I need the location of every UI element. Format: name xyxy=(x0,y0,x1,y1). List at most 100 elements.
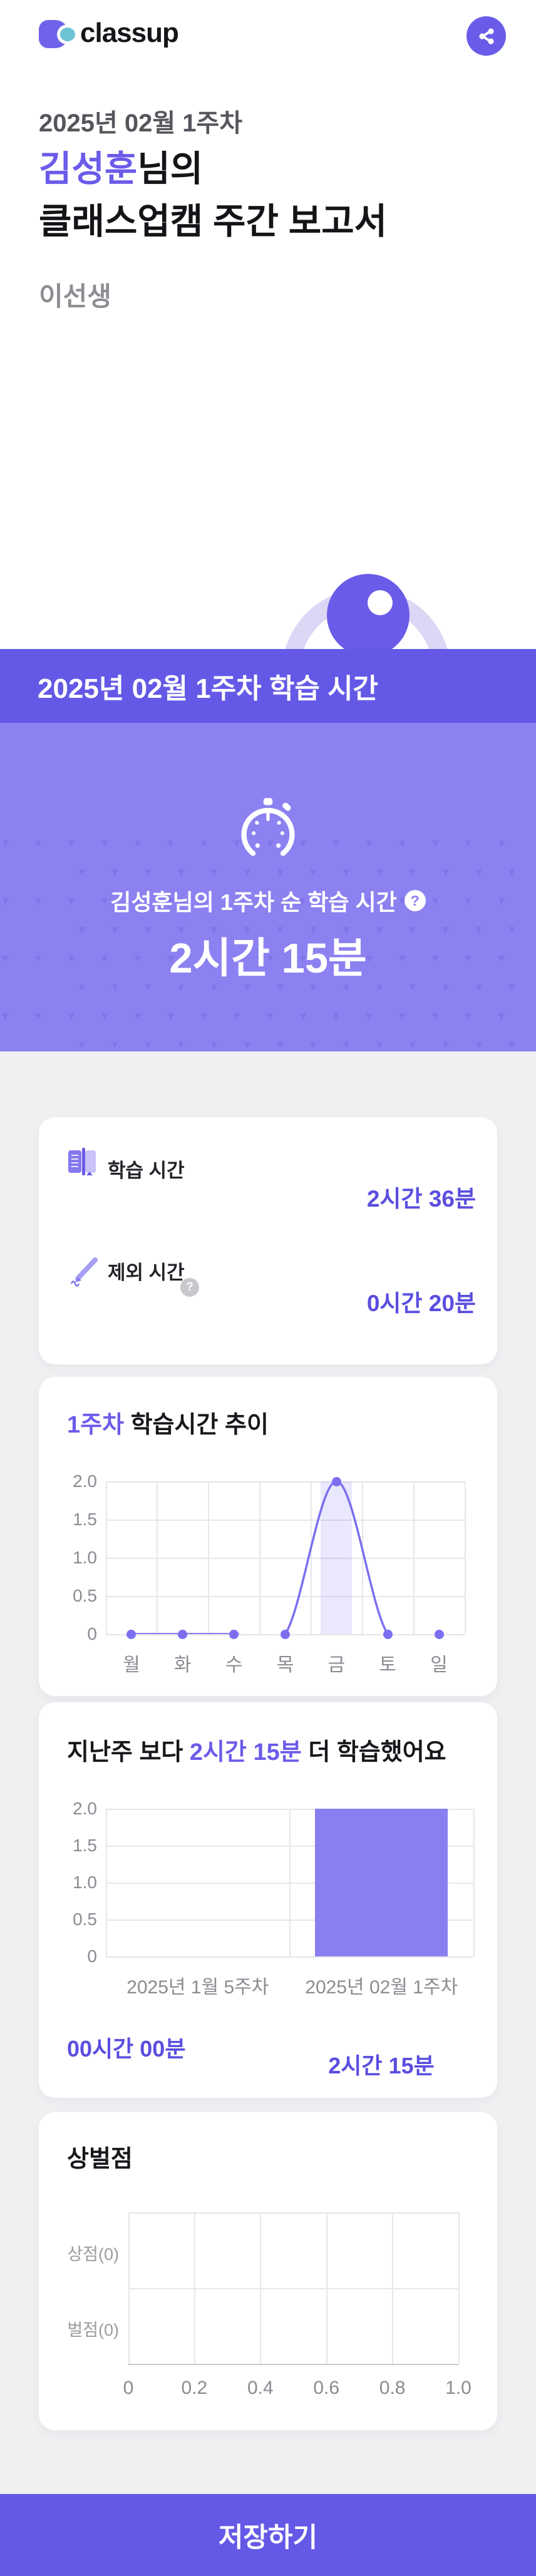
stopwatch-icon xyxy=(235,796,301,861)
row-label: 상점(0) xyxy=(67,2244,119,2264)
row-label: 벌점(0) xyxy=(67,2320,119,2339)
compare-title-suffix: 더 학습했어요 xyxy=(301,1739,446,1766)
banner-title: 2025년 02월 1주차 학습 시간 xyxy=(38,673,379,704)
eye-highlight xyxy=(368,590,393,615)
x-tick-label: 1.0 xyxy=(445,2378,472,2398)
gridline-v xyxy=(259,1481,261,1634)
gridline-v xyxy=(310,1481,312,1634)
compare-title: 지난주 보다 2시간 15분 더 학습했어요 xyxy=(67,1732,446,1767)
gridline-v xyxy=(289,1809,291,1956)
report-title: 김성훈님의 클래스업캠 주간 보고서 xyxy=(39,143,387,248)
summary-row-value: 2시간 36분 xyxy=(366,1186,476,1212)
x-axis-label: 2025년 1월 5주차 xyxy=(126,1977,269,1998)
x-tick-label: 0.8 xyxy=(379,2378,406,2398)
summary-row-label: 학습 시간 xyxy=(108,1160,185,1182)
summary-row-label: 제외 시간 xyxy=(108,1262,185,1284)
help-icon[interactable]: ? xyxy=(404,890,426,911)
x-axis-label: 일 xyxy=(430,1655,448,1675)
gridline-v xyxy=(464,1481,466,1634)
gridline-v xyxy=(458,2212,460,2364)
y-tick-label: 1.5 xyxy=(73,1836,97,1855)
hero-subtitle: 김성훈님의 1주차 순 학습 시간 xyxy=(110,889,397,915)
data-point xyxy=(281,1629,290,1639)
trend-line-chart: 0 0.5 1.0 1.5 2.0 월 화 수 목 금 토 일 xyxy=(73,1471,466,1675)
data-point xyxy=(126,1629,137,1639)
section-banner: 2025년 02월 1주차 학습 시간 xyxy=(0,649,536,723)
previous-week-total: 00시간 00분 xyxy=(67,2036,186,2062)
points-hbar-chart: 0 0.2 0.4 0.6 0.8 1.0 상점(0) 벌점(0) xyxy=(67,2212,472,2398)
y-tick-label: 2.0 xyxy=(73,1799,97,1818)
data-point xyxy=(434,1629,444,1639)
x-axis-label: 2025년 02월 1주차 xyxy=(305,1977,458,1998)
book-icon xyxy=(67,1147,100,1177)
pencil-icon xyxy=(69,1255,100,1287)
x-tick-label: 0.2 xyxy=(181,2378,208,2398)
data-point xyxy=(178,1629,188,1639)
gridline-h xyxy=(128,2287,458,2289)
name-suffix: 님의 xyxy=(137,149,204,189)
trend-card: 1주차 학습시간 추이 xyxy=(39,1377,497,1696)
gridline-h xyxy=(106,1956,473,1958)
hero-total-time: 2시간 15분 xyxy=(169,935,367,982)
data-point xyxy=(331,1476,341,1486)
teacher-name: 이선생 xyxy=(39,282,111,311)
gridline-v xyxy=(361,1481,363,1634)
current-week-total: 2시간 15분 xyxy=(328,2053,435,2078)
points-title: 상벌점 xyxy=(67,2146,133,2172)
triangle-pattern: ▼▼▼▼▼▼▼▼▼▼▼▼▼▼▼▼ ▼▼▼▼▼▼▼▼▼▼▼▼▼▼ ▼▼ ▼▼▼▼▼▼… xyxy=(0,837,536,1051)
gridline-v xyxy=(473,1809,475,1956)
y-tick-label: 1.5 xyxy=(73,1510,97,1529)
trend-title-highlight: 1주차 xyxy=(67,1412,125,1438)
compare-title-prefix: 지난주 보다 xyxy=(67,1739,190,1766)
summary-row-value: 0시간 20분 xyxy=(366,1291,476,1316)
student-name-highlight: 김성훈 xyxy=(39,149,138,189)
week-label: 2025년 02월 1주차 xyxy=(39,110,243,137)
share-icon xyxy=(476,26,497,47)
bar xyxy=(315,1809,448,1956)
gridline-h xyxy=(106,1519,465,1521)
gridline-v xyxy=(208,1481,210,1634)
gridline-h xyxy=(128,2363,458,2365)
data-point xyxy=(229,1629,239,1639)
highlight-band xyxy=(321,1481,353,1634)
gridline-v xyxy=(105,1809,107,1956)
x-tick-label: 0 xyxy=(123,2378,134,2398)
x-axis-label: 목 xyxy=(276,1655,294,1675)
share-button[interactable] xyxy=(466,16,506,56)
eye-pupil xyxy=(327,574,410,649)
y-tick-label: 0.5 xyxy=(73,1586,97,1605)
help-icon-gray[interactable]: ? xyxy=(180,1278,199,1297)
classup-logo-dot xyxy=(60,28,75,41)
x-axis-label: 월 xyxy=(123,1655,140,1675)
data-point xyxy=(383,1629,393,1639)
compare-bar-chart: 0 0.5 1.0 1.5 2.0 2025년 1월 5주차 2025년 02월 1주차 xyxy=(73,1799,475,1998)
hero-section: ▼▼▼▼▼▼▼▼▼▼▼▼▼▼▼▼ ▼▼▼▼▼▼▼▼▼▼▼▼▼▼ ▼▼ ▼▼▼▼▼▼… xyxy=(0,723,536,1051)
y-tick-label: 1.0 xyxy=(73,1548,97,1567)
trend-title: 1주차 학습시간 추이 xyxy=(67,1405,269,1439)
gridline-h xyxy=(106,1481,465,1483)
trend-title-rest: 학습시간 추이 xyxy=(124,1412,269,1438)
x-axis-label: 화 xyxy=(173,1655,192,1675)
x-tick-label: 0.6 xyxy=(313,2378,340,2398)
trend-line xyxy=(131,1481,440,1634)
time-summary-card: 학습 시간 2시간 36분 제외 시간 ? 0시간 20분 xyxy=(39,1117,497,1364)
gridline-v xyxy=(157,1481,158,1634)
y-tick-label: 1.0 xyxy=(73,1873,97,1892)
x-tick-label: 0.4 xyxy=(247,2378,274,2398)
gridline-v xyxy=(105,1481,107,1634)
gridline-h xyxy=(106,1557,465,1559)
y-tick-label: 0 xyxy=(87,1624,97,1643)
save-button-label: 저장하기 xyxy=(218,2522,318,2553)
classup-logo-wordmark: classup xyxy=(80,18,179,48)
compare-title-highlight: 2시간 15분 xyxy=(189,1739,302,1766)
eye-illustration xyxy=(269,563,463,649)
gridline-h xyxy=(128,2212,458,2214)
x-axis-label: 금 xyxy=(327,1655,346,1675)
y-tick-label: 0 xyxy=(87,1946,97,1966)
save-button[interactable]: 저장하기 xyxy=(0,2494,536,2576)
x-axis-label: 토 xyxy=(379,1655,396,1675)
x-axis-label: 수 xyxy=(225,1655,243,1675)
report-title-line2: 클래스업캠 주간 보고서 xyxy=(39,202,388,242)
y-tick-label: 2.0 xyxy=(73,1471,97,1491)
